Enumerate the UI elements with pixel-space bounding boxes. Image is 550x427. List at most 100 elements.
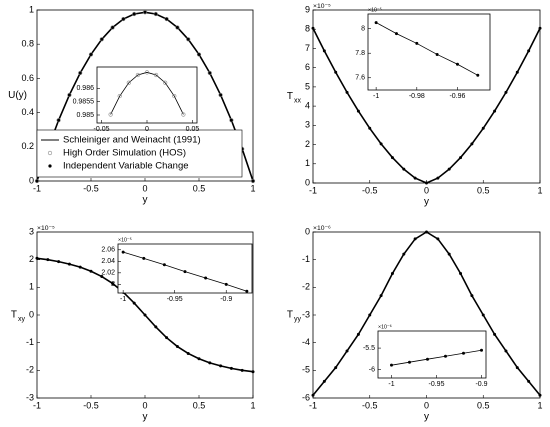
marker-circle xyxy=(172,93,177,99)
x-tick-label: 0.5 xyxy=(193,183,206,193)
marker-circle xyxy=(34,178,40,184)
y-tick-label: 0.6 xyxy=(21,73,34,83)
inset-frame xyxy=(117,243,253,294)
marker-dot xyxy=(447,252,451,256)
marker-dot xyxy=(240,368,244,372)
marker-dot xyxy=(515,70,519,74)
x-tick-label: -0.95 xyxy=(167,296,183,303)
legend-label: High Order Simulation (HOS) xyxy=(63,148,186,159)
y-tick-label: 3 xyxy=(305,120,310,130)
marker-circle xyxy=(78,70,83,76)
marker-circle xyxy=(108,112,113,117)
marker-dot xyxy=(527,49,531,53)
marker-dot xyxy=(322,379,326,383)
marker-dot xyxy=(154,325,158,329)
marker-dot xyxy=(436,237,440,241)
marker-circle xyxy=(186,37,191,42)
marker-dot xyxy=(436,176,440,180)
marker-dot xyxy=(504,90,508,94)
x-tick-label: 0 xyxy=(145,126,149,133)
scale-label: ×10⁻⁵ xyxy=(118,237,132,243)
marker-dot xyxy=(78,265,82,269)
y-tick-label: -3 xyxy=(26,392,34,402)
marker-circle xyxy=(196,52,202,57)
marker-dot xyxy=(481,313,485,317)
marker-dot xyxy=(374,21,378,25)
marker-dot xyxy=(111,281,115,285)
marker-dot xyxy=(67,93,71,97)
marker-dot xyxy=(447,167,451,171)
marker-circle xyxy=(218,92,223,98)
marker-dot xyxy=(435,52,439,56)
y-tick-label: -1 xyxy=(302,254,310,264)
marker-circle xyxy=(126,80,131,85)
marker-circle xyxy=(110,25,115,30)
scale-label: ×10⁻⁵ xyxy=(37,225,55,232)
y-tick-label: -6 xyxy=(369,366,375,373)
marker-dot xyxy=(390,271,394,275)
y-axis-label-subscript: xx xyxy=(294,97,302,104)
marker-dot xyxy=(165,336,169,340)
marker-dot xyxy=(390,156,394,160)
x-tick-label: 1 xyxy=(250,183,255,193)
marker-dot xyxy=(311,393,315,397)
y-tick-label: 6 xyxy=(305,62,310,72)
marker-circle xyxy=(153,72,159,78)
y-axis-label: T xyxy=(287,310,293,321)
marker-dot xyxy=(407,360,411,364)
marker-dot xyxy=(35,179,39,183)
y-tick-label: 7.8 xyxy=(355,50,365,57)
marker-circle xyxy=(121,16,126,22)
marker-dot xyxy=(425,357,429,361)
marker-dot xyxy=(224,282,228,286)
marker-dot xyxy=(356,109,360,113)
marker-dot xyxy=(455,62,459,66)
marker-dot xyxy=(245,289,249,293)
marker-dot xyxy=(219,93,223,97)
marker-circle xyxy=(142,10,148,15)
y-tick-label: -1 xyxy=(26,337,34,347)
marker-dot xyxy=(100,37,104,41)
marker-dot xyxy=(527,379,531,383)
legend-label: Independent Variable Change xyxy=(63,161,189,172)
y-tick-label: 8 xyxy=(305,24,310,34)
y-tick-label: -5 xyxy=(302,365,310,375)
x-tick-label: 1 xyxy=(250,400,255,410)
marker-dot xyxy=(229,366,233,370)
y-tick-label: 7 xyxy=(305,43,310,53)
marker-dot xyxy=(154,12,158,16)
marker-dot xyxy=(345,90,349,94)
x-tick-label: -1 xyxy=(33,183,41,193)
marker-dot xyxy=(394,32,398,36)
marker-circle xyxy=(117,93,122,99)
marker-circle xyxy=(153,11,158,17)
y-tick-label: 9 xyxy=(305,4,310,14)
x-tick-label: -0.9 xyxy=(220,296,232,303)
y-tick-label: 0 xyxy=(305,226,310,236)
x-tick-label: 0.5 xyxy=(477,185,490,195)
marker-dot xyxy=(379,142,383,146)
y-tick-label: -4 xyxy=(302,337,310,347)
y-tick-label: 0.2 xyxy=(21,141,34,151)
x-tick-label: 0 xyxy=(424,185,429,195)
y-tick-label: 2.04 xyxy=(101,258,115,265)
y-tick-label: 1 xyxy=(305,158,310,168)
x-tick-label: 0 xyxy=(142,183,147,193)
marker-dot xyxy=(197,52,201,56)
x-tick-label: -1 xyxy=(309,185,317,195)
x-tick-label: -0.05 xyxy=(94,126,110,133)
marker-dot xyxy=(402,167,406,171)
marker-dot xyxy=(143,10,147,14)
y-axis-label-subscript: yy xyxy=(294,316,302,323)
marker-circle xyxy=(67,92,72,98)
y-tick-label: 2.06 xyxy=(101,247,115,254)
x-tick-label: 0.5 xyxy=(193,400,206,410)
y-tick-label: -5.5 xyxy=(363,345,375,352)
marker-dot xyxy=(461,351,465,355)
x-tick-label: 1 xyxy=(537,400,542,410)
marker-circle xyxy=(229,118,234,123)
inset-frame xyxy=(96,66,198,124)
marker-dot xyxy=(424,181,428,185)
marker-dot xyxy=(67,262,71,266)
